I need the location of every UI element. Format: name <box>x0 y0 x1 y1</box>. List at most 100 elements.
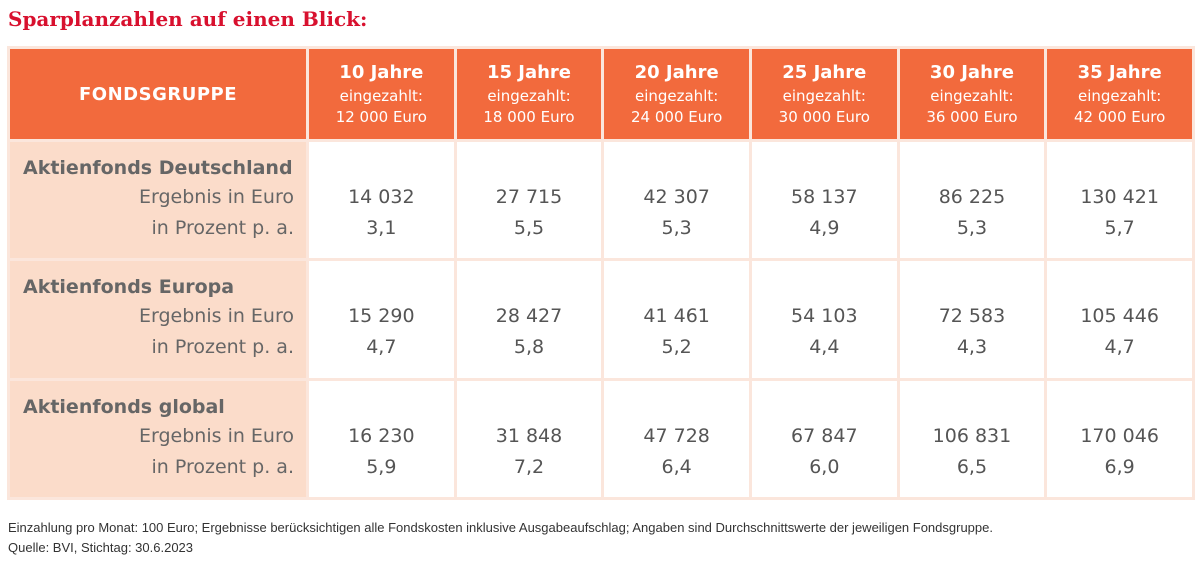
table-header-row: FONDSGRUPPE 10 Jahre eingezahlt: 12 000 … <box>10 49 1192 139</box>
value-cell: 16 230 5,9 <box>309 380 454 497</box>
header-paid-label: eingezahlt: <box>782 87 866 105</box>
group-label-cell: Aktienfonds Europa Ergebnis in Euro in P… <box>10 261 306 378</box>
fund-group-name: Aktienfonds Europa <box>23 276 235 299</box>
value-cell: 72 583 4,3 <box>899 261 1045 378</box>
result-value: 41 461 <box>643 305 710 328</box>
header-col-20-years: 20 Jahre eingezahlt: 24 000 Euro <box>604 49 749 139</box>
header-years: 20 Jahre <box>634 62 719 83</box>
header-paid-label: eingezahlt: <box>339 87 423 105</box>
savings-plan-table: FONDSGRUPPE 10 Jahre eingezahlt: 12 000 … <box>7 46 1195 500</box>
result-value: 31 848 <box>495 424 563 447</box>
header-paid-amount: 12 000 Euro <box>335 108 427 126</box>
percent-value: 5,7 <box>1104 217 1135 239</box>
header-paid-amount: 18 000 Euro <box>483 108 575 126</box>
page-title: Sparplanzahlen auf einen Blick: <box>8 7 368 31</box>
percent-value: 7,2 <box>513 455 545 478</box>
value-cell: 31 848 7,2 <box>456 380 602 497</box>
header-years: 15 Jahre <box>486 62 572 83</box>
header-paid-label: eingezahlt: <box>930 87 1014 105</box>
result-value: 86 225 <box>938 186 1006 208</box>
result-value: 58 137 <box>791 186 858 208</box>
result-value: 28 427 <box>495 305 563 328</box>
result-value: 170 046 <box>1080 424 1159 447</box>
footnote-text: Einzahlung pro Monat: 100 Euro; Ergebnis… <box>8 520 993 535</box>
table-row: Aktienfonds global Ergebnis in Euro in P… <box>10 380 1192 497</box>
percent-value: 5,3 <box>956 217 988 239</box>
result-value: 42 307 <box>643 186 710 208</box>
value-cell: 14 032 3,1 <box>309 142 454 259</box>
result-value: 130 421 <box>1080 186 1159 208</box>
percent-label: in Prozent p. a. <box>151 217 294 239</box>
header-years: 35 Jahre <box>1077 62 1162 83</box>
percent-value: 6,5 <box>956 455 988 478</box>
result-value: 14 032 <box>348 186 415 208</box>
header-fund-group: FONDSGRUPPE <box>10 49 306 139</box>
value-cell: 54 103 4,4 <box>751 261 897 378</box>
result-value: 27 715 <box>495 186 563 208</box>
header-paid-amount: 36 000 Euro <box>926 108 1018 126</box>
percent-value: 6,0 <box>809 455 840 478</box>
percent-value: 5,3 <box>661 217 692 239</box>
percent-value: 6,4 <box>661 455 692 478</box>
percent-value: 4,3 <box>956 336 988 359</box>
value-cell: 27 715 5,5 <box>456 142 602 259</box>
result-label: Ergebnis in Euro <box>139 424 294 447</box>
value-cell: 86 225 5,3 <box>899 142 1045 259</box>
value-cell: 105 446 4,7 <box>1047 261 1192 378</box>
result-label: Ergebnis in Euro <box>139 305 294 328</box>
value-cell: 67 847 6,0 <box>751 380 897 497</box>
result-value: 16 230 <box>348 424 415 447</box>
result-label: Ergebnis in Euro <box>139 186 294 208</box>
result-value: 54 103 <box>791 305 858 328</box>
fund-group-name: Aktienfonds global <box>23 395 225 418</box>
value-cell: 47 728 6,4 <box>604 380 749 497</box>
header-paid-label: eingezahlt: <box>487 87 571 105</box>
result-value: 15 290 <box>348 305 415 328</box>
value-cell: 15 290 4,7 <box>309 261 454 378</box>
header-years: 30 Jahre <box>929 62 1014 83</box>
header-paid-amount: 30 000 Euro <box>778 108 870 126</box>
header-col-15-years: 15 Jahre eingezahlt: 18 000 Euro <box>456 49 602 139</box>
header-col-25-years: 25 Jahre eingezahlt: 30 000 Euro <box>751 49 897 139</box>
header-col-35-years: 35 Jahre eingezahlt: 42 000 Euro <box>1047 49 1192 139</box>
percent-value: 5,2 <box>661 336 692 359</box>
header-paid-amount: 42 000 Euro <box>1074 108 1166 126</box>
percent-value: 3,1 <box>366 217 397 239</box>
value-cell: 58 137 4,9 <box>751 142 897 259</box>
value-cell: 170 046 6,9 <box>1047 380 1192 497</box>
savings-plan-table-container: FONDSGRUPPE 10 Jahre eingezahlt: 12 000 … <box>7 46 1195 500</box>
group-label-cell: Aktienfonds Deutschland Ergebnis in Euro… <box>10 142 306 259</box>
table-row: Aktienfonds Europa Ergebnis in Euro in P… <box>10 261 1192 378</box>
header-col-30-years: 30 Jahre eingezahlt: 36 000 Euro <box>899 49 1045 139</box>
percent-value: 4,9 <box>809 217 840 239</box>
percent-value: 5,8 <box>513 336 545 359</box>
header-col-10-years: 10 Jahre eingezahlt: 12 000 Euro <box>309 49 454 139</box>
value-cell: 42 307 5,3 <box>604 142 749 259</box>
result-value: 72 583 <box>938 305 1006 328</box>
result-value: 47 728 <box>643 424 710 447</box>
value-cell: 41 461 5,2 <box>604 261 749 378</box>
group-label-cell: Aktienfonds global Ergebnis in Euro in P… <box>10 380 306 497</box>
header-years: 25 Jahre <box>782 62 867 83</box>
source-text: Quelle: BVI, Stichtag: 30.6.2023 <box>8 540 194 555</box>
header-paid-label: eingezahlt: <box>634 87 719 105</box>
table-row: Aktienfonds Deutschland Ergebnis in Euro… <box>10 142 1192 259</box>
fund-group-name: Aktienfonds Deutschland <box>23 157 293 179</box>
percent-label: in Prozent p. a. <box>151 336 294 359</box>
value-cell: 106 831 6,5 <box>899 380 1045 497</box>
result-value: 105 446 <box>1080 305 1159 328</box>
percent-value: 4,7 <box>1104 336 1135 359</box>
result-value: 106 831 <box>932 424 1012 447</box>
value-cell: 130 421 5,7 <box>1047 142 1192 259</box>
header-paid-label: eingezahlt: <box>1077 87 1162 105</box>
percent-label: in Prozent p. a. <box>151 455 294 478</box>
percent-value: 4,4 <box>809 336 840 359</box>
percent-value: 6,9 <box>1104 455 1135 478</box>
header-years: 10 Jahre <box>339 62 424 83</box>
percent-value: 5,5 <box>513 217 545 239</box>
footnote: Einzahlung pro Monat: 100 Euro; Ergebnis… <box>8 518 993 558</box>
header-paid-amount: 24 000 Euro <box>631 108 723 126</box>
percent-value: 4,7 <box>366 336 397 359</box>
percent-value: 5,9 <box>366 455 397 478</box>
result-value: 67 847 <box>791 424 858 447</box>
